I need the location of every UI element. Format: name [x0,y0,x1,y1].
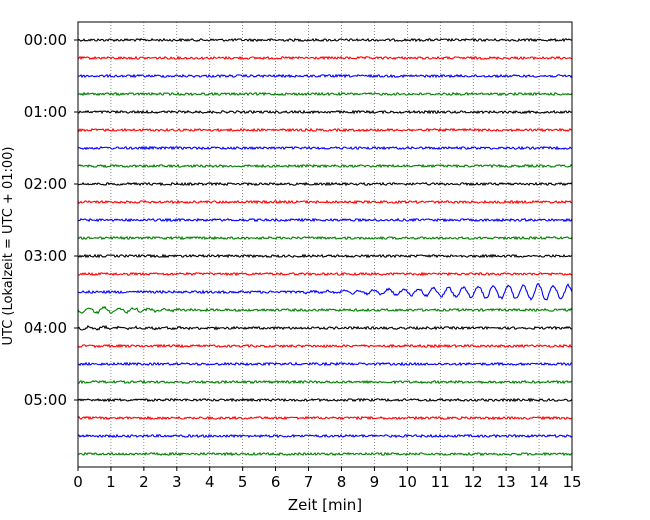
x-tick-label: 8 [337,473,347,491]
x-tick-label: 4 [205,473,215,491]
x-tick-label: 9 [370,473,380,491]
y-axis-label: UTC (Lokalzeit = UTC + 01:00) [1,147,16,346]
y-tick-label: 02:00 [24,175,67,193]
x-tick-label: 6 [271,473,281,491]
x-tick-label: 5 [238,473,248,491]
x-tick-label: 0 [73,473,83,491]
trace-line [77,181,573,187]
seismogram-traces [77,37,573,457]
x-axis-label: Zeit [min] [288,496,362,514]
trace-line [77,433,573,439]
x-tick-label: 15 [562,473,581,491]
x-axis-ticks: 0 1 2 3 4 5 6 7 8 9 10 11 12 13 14 15 [73,467,582,491]
trace-line [77,305,573,315]
trace-line [77,145,573,151]
plot-frame [77,21,573,468]
trace-line [77,109,573,115]
trace-line [77,55,573,61]
trace-line [77,343,573,349]
trace-line [77,199,573,205]
trace-line [77,379,573,385]
trace-line [77,127,573,133]
trace-line [77,397,573,403]
trace-line [77,235,573,241]
x-tick-label: 10 [398,473,417,491]
trace-line [77,282,573,301]
x-tick-label: 7 [304,473,314,491]
trace-line [77,163,573,169]
x-tick-label: 3 [172,473,182,491]
trace-line [77,324,573,331]
trace-line [77,91,573,97]
trace-line [77,451,573,457]
y-tick-label: 04:00 [24,319,67,337]
trace-line [77,217,573,223]
x-tick-label: 2 [139,473,149,491]
trace-line [77,73,573,79]
y-tick-label: 05:00 [24,391,67,409]
trace-line [77,271,573,277]
trace-line [77,415,573,421]
trace-line [77,253,573,259]
x-tick-label: 12 [464,473,483,491]
grid-lines [110,22,540,467]
y-tick-label: 01:00 [24,103,67,121]
trace-line [77,361,573,367]
y-tick-label: 03:00 [24,247,67,265]
x-tick-label: 1 [106,473,116,491]
y-axis-ticks: 00:00 01:00 02:00 03:00 04:00 05:00 [24,31,78,409]
x-tick-label: 14 [530,473,549,491]
trace-line [77,37,573,43]
y-tick-label: 00:00 [24,31,67,49]
x-tick-label: 11 [431,473,450,491]
x-tick-label: 13 [497,473,516,491]
